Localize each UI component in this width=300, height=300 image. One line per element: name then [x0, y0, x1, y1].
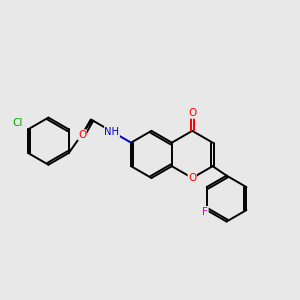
Text: O: O [188, 173, 196, 183]
Text: O: O [78, 130, 86, 140]
Text: O: O [188, 108, 196, 118]
Text: F: F [202, 206, 208, 217]
Text: Cl: Cl [12, 118, 23, 128]
Text: NH: NH [104, 127, 119, 136]
